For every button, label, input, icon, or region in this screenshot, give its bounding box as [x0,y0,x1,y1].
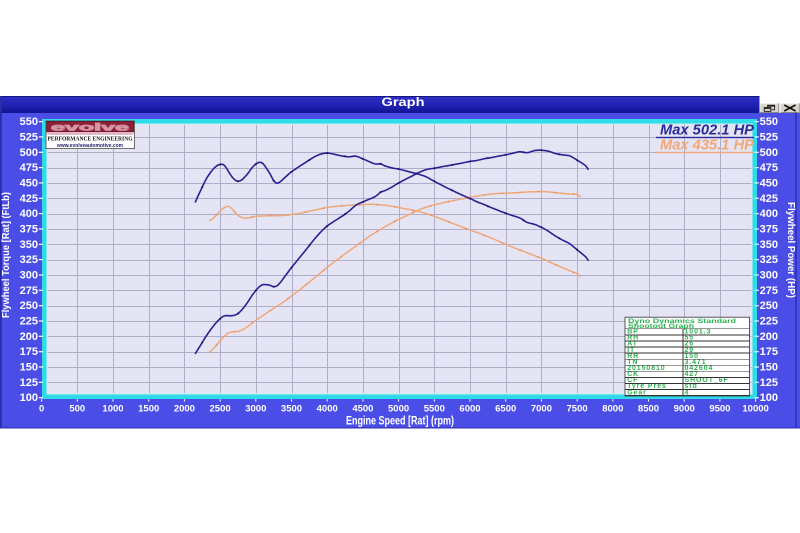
svg-text:525: 525 [760,131,778,143]
svg-text:550: 550 [20,116,38,128]
svg-text:400: 400 [20,208,38,220]
svg-text:450: 450 [20,177,38,189]
svg-text:125: 125 [20,377,38,389]
svg-text:375: 375 [760,224,778,236]
svg-text:100: 100 [760,392,778,404]
svg-text:042604: 042604 [685,365,714,372]
svg-text:Tyre Pres: Tyre Pres [627,383,667,390]
svg-text:Shootout Graph: Shootout Graph [628,323,694,330]
svg-text:RH: RH [627,335,639,342]
svg-text:AT: AT [627,341,638,348]
svg-text:CF: CF [627,377,638,384]
svg-text:Max 502.1 HP: Max 502.1 HP [660,123,754,139]
svg-text:9500: 9500 [709,403,730,414]
svg-text:1500: 1500 [138,403,159,414]
svg-text:2500: 2500 [210,403,231,414]
svg-text:275: 275 [760,285,778,297]
svg-text:Flywheel Power (HP): Flywheel Power (HP) [785,202,797,298]
svg-text:425: 425 [760,193,778,205]
svg-text:6000: 6000 [459,403,480,414]
svg-text:www.evolveautomotive.com: www.evolveautomotive.com [56,143,123,149]
svg-text:5000: 5000 [388,403,409,414]
svg-text:Engine Speed [Rat] (rpm): Engine Speed [Rat] (rpm) [346,416,454,428]
svg-text:29: 29 [685,347,695,354]
svg-text:250: 250 [20,300,38,312]
svg-text:150: 150 [685,353,699,360]
svg-text:Gear: Gear [627,389,647,396]
svg-text:500: 500 [20,147,38,159]
svg-text:425: 425 [20,193,38,205]
svg-text:3500: 3500 [281,403,302,414]
svg-text:IT: IT [627,347,635,354]
svg-text:225: 225 [760,316,778,328]
svg-text:350: 350 [760,239,778,251]
svg-text:Flywheel Torque [Rat] (FtLb): Flywheel Torque [Rat] (FtLb) [0,192,12,318]
svg-text:20150810: 20150810 [627,365,665,372]
svg-text:350: 350 [20,239,38,251]
svg-text:325: 325 [20,254,38,266]
svg-text:CK: CK [627,371,639,378]
svg-text:RR: RR [627,353,639,360]
svg-text:475: 475 [20,162,38,174]
svg-text:4: 4 [685,389,690,396]
svg-text:375: 375 [20,224,38,236]
svg-text:Dyno Dynamics Standard: Dyno Dynamics Standard [628,318,736,325]
svg-text:400: 400 [760,208,778,220]
svg-text:10000: 10000 [742,403,768,414]
svg-text:1000: 1000 [102,403,123,414]
svg-text:500: 500 [760,147,778,159]
svg-text:150: 150 [20,362,38,374]
svg-text:55: 55 [685,335,695,342]
svg-text:200: 200 [20,331,38,343]
svg-text:100: 100 [20,392,38,404]
svg-text:7500: 7500 [567,403,588,414]
svg-text:TN: TN [627,359,638,366]
svg-text:26: 26 [685,341,695,348]
svg-text:Graph: Graph [382,97,425,109]
svg-text:4000: 4000 [317,403,338,414]
svg-text:300: 300 [760,270,778,282]
svg-text:500: 500 [69,403,85,414]
svg-text:BP: BP [627,329,639,336]
svg-text:2000: 2000 [174,403,195,414]
svg-text:175: 175 [760,346,778,358]
svg-text:8000: 8000 [602,403,623,414]
svg-text:125: 125 [760,377,778,389]
svg-text:550: 550 [760,116,778,128]
svg-text:6500: 6500 [495,403,516,414]
svg-text:250: 250 [760,300,778,312]
svg-text:PERFORMANCE ENGINEERING: PERFORMANCE ENGINEERING [48,135,133,142]
svg-text:525: 525 [20,131,38,143]
svg-text:7000: 7000 [531,403,552,414]
svg-text:150: 150 [760,362,778,374]
svg-text:3000: 3000 [245,403,266,414]
svg-text:225: 225 [20,316,38,328]
svg-text:0: 0 [39,403,44,414]
svg-text:200: 200 [760,331,778,343]
svg-text:4500: 4500 [352,403,373,414]
svg-text:450: 450 [760,177,778,189]
svg-text:475: 475 [760,162,778,174]
svg-text:175: 175 [20,346,38,358]
svg-text:5500: 5500 [424,403,445,414]
svg-text:9000: 9000 [674,403,695,414]
svg-text:300: 300 [20,270,38,282]
svg-text:3.471: 3.471 [685,359,707,366]
svg-text:evolve: evolve [51,122,129,134]
svg-text:Max 435.1 HP: Max 435.1 HP [660,138,754,154]
svg-text:325: 325 [760,254,778,266]
svg-text:SHOOT_6F: SHOOT_6F [685,377,729,384]
svg-text:std: std [685,383,698,390]
svg-text:275: 275 [20,285,38,297]
svg-text:8500: 8500 [638,403,659,414]
svg-text:427: 427 [685,371,699,378]
svg-text:1001.3: 1001.3 [685,329,712,336]
